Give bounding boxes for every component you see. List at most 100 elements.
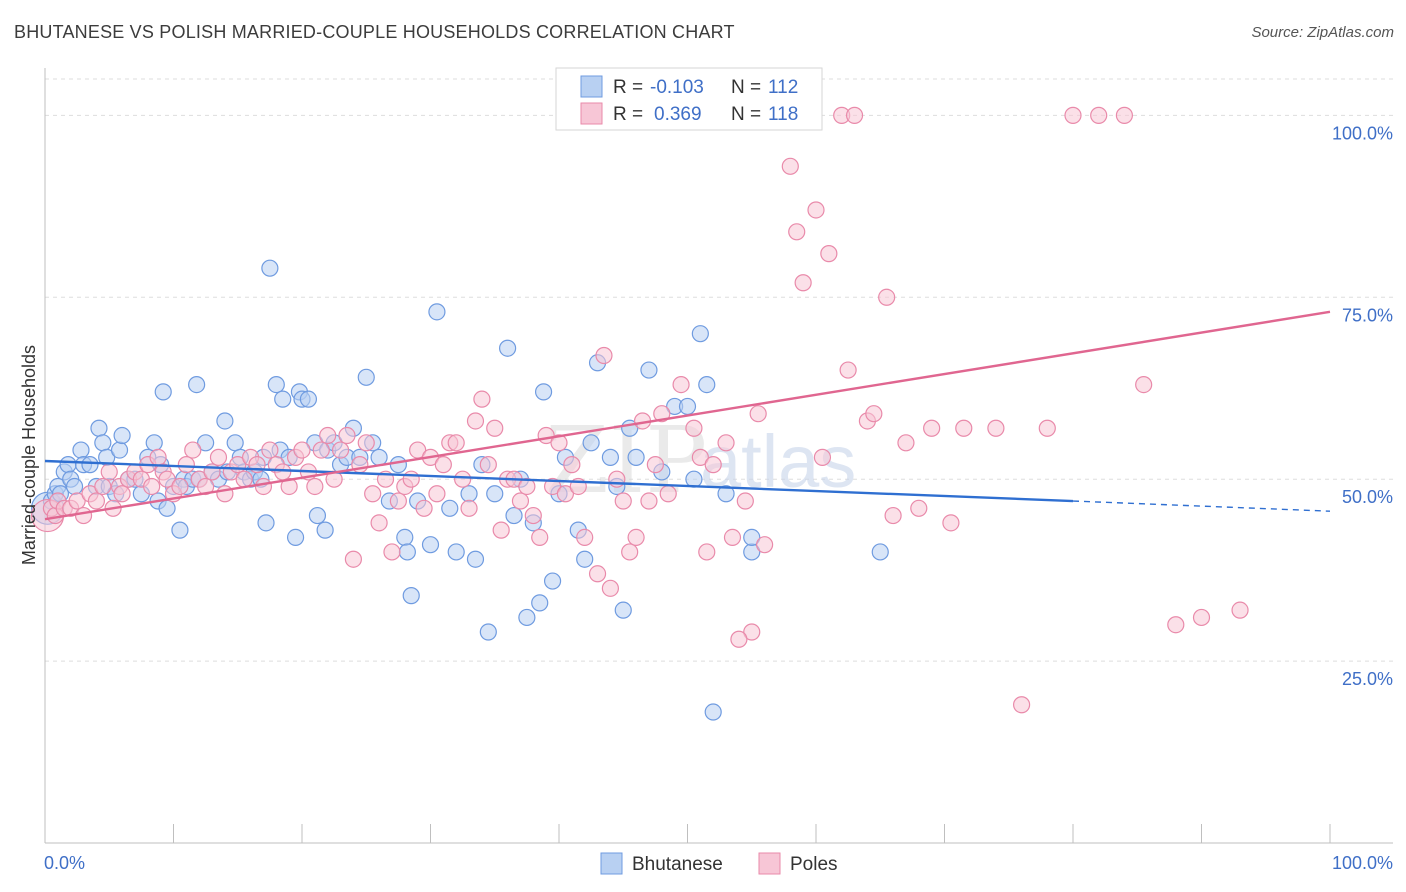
chart-title: BHUTANESE VS POLISH MARRIED-COUPLE HOUSE… xyxy=(14,22,735,42)
y-tick-label: 50.0% xyxy=(1342,487,1393,507)
poles-point xyxy=(466,412,485,430)
poles-point xyxy=(1192,608,1211,627)
poles-point xyxy=(839,361,857,379)
poles-point xyxy=(158,470,176,488)
poles-point xyxy=(563,456,581,474)
bhutanese-point xyxy=(398,543,416,561)
poles-point xyxy=(312,441,330,459)
legend-n-label: N = xyxy=(731,104,761,125)
poles-point xyxy=(1090,106,1108,124)
poles-point xyxy=(672,376,690,394)
bhutanese-point xyxy=(685,470,703,488)
bhutanese-point xyxy=(171,521,189,539)
bhutanese-point xyxy=(316,521,334,539)
poles-point xyxy=(942,514,960,532)
bhutanese-point xyxy=(113,426,131,445)
bhutanese-point xyxy=(576,550,594,568)
poles-point xyxy=(113,485,131,503)
bottom-legend-swatch-poles xyxy=(758,852,781,875)
bhutanese-trend-line xyxy=(44,459,1074,503)
bhutanese-point xyxy=(257,514,275,532)
poles-point xyxy=(74,506,93,525)
bhutanese-point xyxy=(274,390,292,408)
bottom-legend-swatch-bhutanese xyxy=(600,852,623,875)
poles-point xyxy=(813,448,832,466)
poles-point xyxy=(383,543,401,561)
poles-point xyxy=(531,528,549,547)
bhutanese-point xyxy=(499,339,517,357)
axis-layer xyxy=(44,68,1393,844)
bhutanese-point xyxy=(188,376,206,394)
poles-point xyxy=(878,288,896,306)
bhutanese-point xyxy=(466,550,485,568)
poles-point xyxy=(331,441,350,459)
trend-layer xyxy=(44,310,1331,521)
legend-n-value: 118 xyxy=(768,104,798,125)
poles-point xyxy=(794,274,812,292)
poles-point xyxy=(685,419,703,437)
poles-point xyxy=(524,506,542,525)
poles-point xyxy=(691,448,709,466)
x-tick-label-left: 0.0% xyxy=(44,853,85,873)
bhutanese-point xyxy=(531,594,549,612)
poles-point xyxy=(845,106,864,124)
bhutanese-point xyxy=(614,601,632,619)
poles-point xyxy=(659,485,677,503)
x-tick-label-right: 100.0% xyxy=(1332,853,1393,873)
poles-point xyxy=(755,536,774,554)
legend-swatch-blue xyxy=(580,75,603,98)
poles-point xyxy=(447,434,465,452)
poles-point xyxy=(788,223,806,241)
poles-trend-line xyxy=(44,310,1331,521)
poles-point xyxy=(511,492,530,510)
poles-point xyxy=(1038,419,1056,437)
bhutanese-point xyxy=(357,368,375,386)
bhutanese-point xyxy=(197,434,215,452)
poles-point xyxy=(910,499,928,517)
poles-point xyxy=(897,434,915,452)
bhutanese-point xyxy=(90,419,108,437)
bhutanese-point xyxy=(534,383,553,401)
poles-point xyxy=(338,426,356,445)
poles-point xyxy=(94,477,112,496)
bhutanese-point xyxy=(447,543,465,561)
legend-n-value: 112 xyxy=(768,77,798,98)
bhutanese-point xyxy=(308,506,327,525)
poles-point xyxy=(518,477,536,496)
bhutanese-point xyxy=(59,456,77,474)
poles-point xyxy=(730,630,748,648)
bhutanese-point xyxy=(627,448,645,466)
poles-point xyxy=(595,346,613,365)
poles-point xyxy=(1064,106,1082,124)
bhutanese-point xyxy=(428,303,446,321)
poles-point xyxy=(717,434,735,452)
poles-point xyxy=(434,456,452,474)
bhutanese-point xyxy=(402,587,420,605)
poles-point xyxy=(261,441,279,459)
legend-r-label: R = xyxy=(613,104,643,125)
poles-point xyxy=(209,448,228,466)
poles-point xyxy=(601,579,620,597)
poles-point xyxy=(807,201,825,219)
bhutanese-point xyxy=(640,361,658,379)
poles-point xyxy=(486,419,504,437)
poles-point xyxy=(820,245,838,263)
bhutanese-point xyxy=(518,608,536,627)
poles-point xyxy=(955,419,973,437)
bhutanese-point xyxy=(261,259,279,277)
legend-box: R = -0.103 N = 112 R = 0.369 N = 118 xyxy=(555,67,823,131)
bhutanese-point xyxy=(396,528,414,547)
y-axis-title: Married-couple Households xyxy=(19,345,39,565)
bhutanese-point xyxy=(81,456,99,474)
poles-point xyxy=(100,463,118,481)
poles-point xyxy=(736,492,754,510)
bhutanese-point xyxy=(110,441,129,459)
legend-r-value: -0.103 xyxy=(650,77,704,98)
poles-point xyxy=(865,405,883,423)
poles-point xyxy=(184,441,202,459)
poles-point xyxy=(149,448,167,466)
bhutanese-point xyxy=(65,477,84,496)
y-tick-label: 75.0% xyxy=(1342,305,1393,325)
bhutanese-point xyxy=(154,383,172,401)
